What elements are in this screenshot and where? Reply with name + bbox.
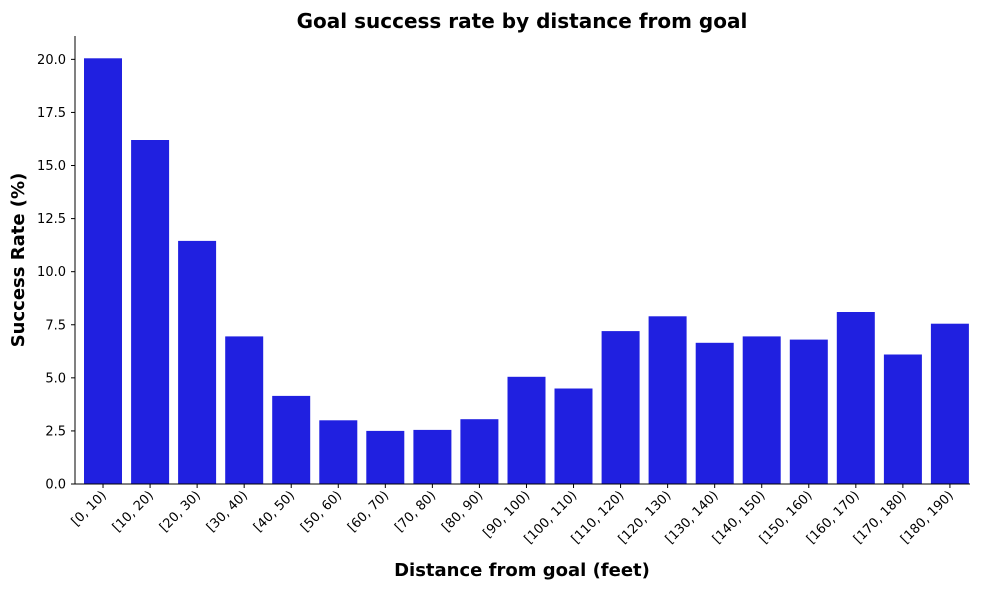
bar [272, 395, 311, 484]
y-tick-label: 7.5 [45, 318, 66, 333]
bar [601, 331, 640, 484]
chart-title: Goal success rate by distance from goal [297, 9, 748, 33]
y-tick-label: 20.0 [37, 53, 66, 68]
bars-group [84, 58, 969, 485]
bar [460, 419, 499, 484]
bar [366, 430, 405, 484]
x-tick-label: [70, 80) [392, 488, 439, 535]
x-tick-label: [80, 90) [439, 488, 486, 535]
bar [131, 140, 170, 484]
y-axis: 0.0 2.5 5.0 7.5 10.0 12.5 15.0 17.5 20.0 [37, 36, 76, 493]
bar [178, 240, 217, 484]
y-axis-label: Success Rate (%) [8, 173, 29, 348]
bar [507, 376, 546, 484]
y-tick-label: 15.0 [37, 159, 66, 174]
x-tick-label: [10, 20) [110, 488, 157, 535]
bar [789, 339, 828, 484]
y-tick-label: 10.0 [37, 265, 66, 280]
y-tick-label: 5.0 [45, 371, 66, 386]
bar [695, 342, 734, 484]
x-tick-label: [60, 70) [345, 488, 392, 535]
bar [930, 323, 969, 484]
x-axis: [0, 10) [10, 20) [20, 30) [30, 40) [40, 50)[… [69, 483, 970, 547]
bar [554, 388, 593, 484]
bar [225, 336, 264, 484]
y-tick-label: 12.5 [37, 212, 66, 227]
x-axis-label: Distance from goal (feet) [394, 560, 650, 581]
y-tick-label: 0.0 [45, 478, 66, 493]
bar [413, 429, 452, 484]
x-tick-label: [30, 40) [204, 488, 251, 535]
bar [742, 336, 781, 484]
y-tick-label: 2.5 [45, 424, 66, 439]
x-tick-label: [20, 30) [157, 488, 204, 535]
bar [84, 58, 122, 485]
bar [648, 316, 687, 484]
bar [319, 420, 358, 484]
x-tick-label: [50, 60) [298, 488, 345, 535]
bar [836, 312, 875, 484]
x-tick-label: [40, 50) [251, 488, 298, 535]
x-tick-label: [0, 10) [69, 488, 110, 529]
bar [883, 354, 922, 484]
y-tick-label: 17.5 [37, 106, 66, 121]
